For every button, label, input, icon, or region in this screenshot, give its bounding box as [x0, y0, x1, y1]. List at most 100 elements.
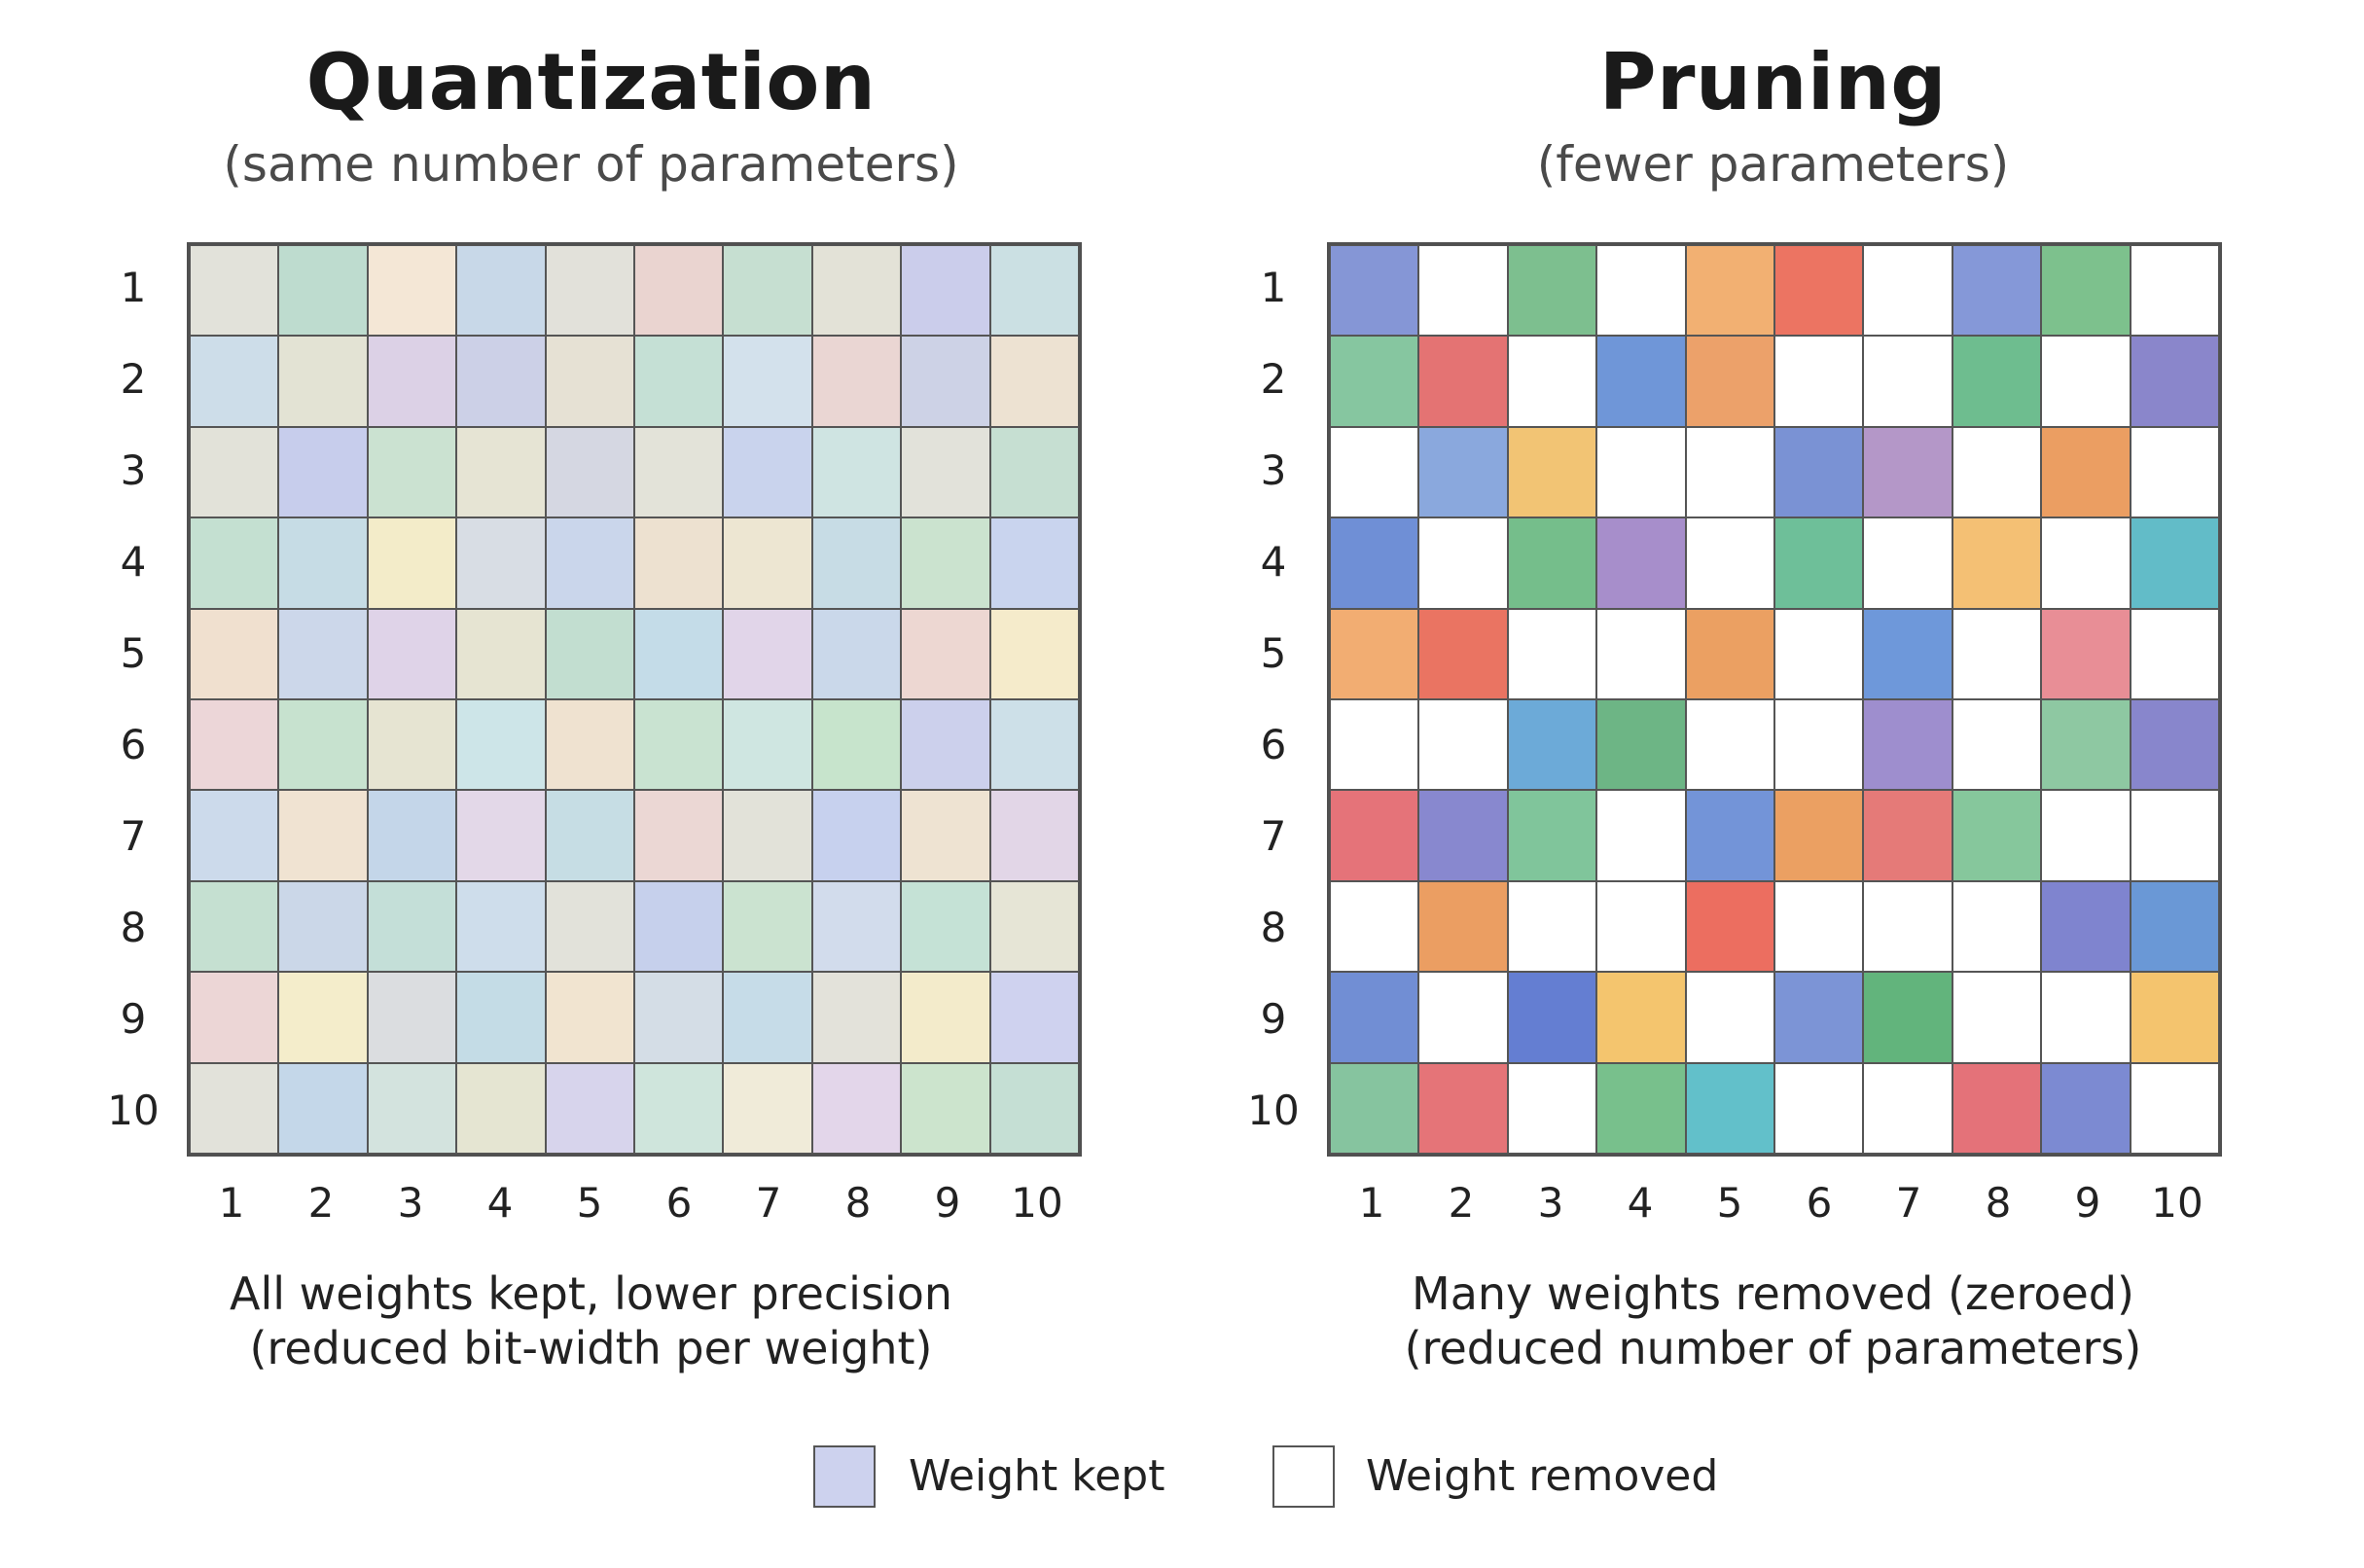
- quantization-weight-cell-r10-c2: [278, 1062, 368, 1154]
- quantization-weight-cell-r3-c1: [190, 426, 279, 518]
- quantization-column-label: 6: [665, 1179, 693, 1227]
- quantization-weight-cell-r4-c9: [901, 517, 990, 609]
- pruning-row-label: 3: [1260, 446, 1287, 494]
- quantization-weight-cell-r8-c1: [190, 880, 279, 973]
- quantization-weight-cell-r7-c4: [456, 790, 546, 881]
- pruning-weight-cell-r4-c7: [1863, 517, 1952, 609]
- pruning-column-label: 7: [1895, 1179, 1922, 1227]
- pruning-weight-cell-r4-c2: [1418, 517, 1508, 609]
- pruning-weight-cell-r7-c4: [1596, 790, 1686, 881]
- quantization-weight-cell-r7-c8: [811, 790, 902, 881]
- pruning-row-label: 5: [1260, 629, 1287, 677]
- pruning-weight-cell-r2-c8: [1952, 336, 2042, 427]
- pruning-weight-cell-r8-c2: [1418, 880, 1508, 973]
- pruning-weight-cell-r9-c4: [1596, 972, 1686, 1063]
- quantization-row-label: 6: [120, 721, 147, 768]
- pruning-column-label: 5: [1716, 1179, 1743, 1227]
- pruning-row-label: 10: [1247, 1087, 1300, 1134]
- quantization-column-label: 7: [755, 1179, 782, 1227]
- pruning-weight-cell-r3-c5: [1685, 426, 1774, 518]
- pruning-weight-cell-r6-c4: [1596, 699, 1686, 791]
- pruning-weight-cell-r7-c2: [1418, 790, 1508, 881]
- quantization-column-label: 2: [307, 1179, 335, 1227]
- quantization-weight-cell-r2-c5: [545, 336, 634, 427]
- quantization-column-label: 8: [844, 1179, 872, 1227]
- quantization-column-label: 1: [218, 1179, 245, 1227]
- pruning-column-label: 4: [1627, 1179, 1654, 1227]
- quantization-weight-cell-r2-c2: [278, 336, 368, 427]
- pruning-caption-line1: Many weights removed (zeroed): [1412, 1267, 2134, 1320]
- quantization-column-label: 9: [934, 1179, 961, 1227]
- pruning-weight-cell-r2-c3: [1507, 336, 1597, 427]
- quantization-weight-cell-r7-c5: [545, 790, 634, 881]
- quantization-weight-cell-r9-c2: [278, 972, 368, 1063]
- pruning-weight-cell-r8-c3: [1507, 880, 1597, 973]
- pruning-weight-cell-r9-c3: [1507, 972, 1597, 1063]
- pruning-weight-cell-r7-c3: [1507, 790, 1597, 881]
- quantization-weight-cell-r8-c4: [456, 880, 546, 973]
- pruning-weight-cell-r1-c1: [1330, 245, 1419, 337]
- pruning-weight-cell-r9-c2: [1418, 972, 1508, 1063]
- quantization-weight-cell-r8-c5: [545, 880, 634, 973]
- pruning-weight-cell-r10-c5: [1685, 1062, 1774, 1154]
- pruning-weight-cell-r3-c9: [2041, 426, 2131, 518]
- pruning-column-label: 10: [2151, 1179, 2203, 1227]
- pruning-weight-cell-r2-c10: [2130, 336, 2219, 427]
- quantization-weight-cell-r7-c1: [190, 790, 279, 881]
- pruning-weight-cell-r4-c5: [1685, 517, 1774, 609]
- quantization-weight-cell-r5-c8: [811, 608, 902, 699]
- pruning-weight-cell-r6-c5: [1685, 699, 1774, 791]
- quantization-weight-cell-r4-c2: [278, 517, 368, 609]
- quantization-weight-cell-r3-c10: [989, 426, 1079, 518]
- quantization-weight-cell-r4-c3: [367, 517, 457, 609]
- quantization-weight-cell-r7-c3: [367, 790, 457, 881]
- pruning-weight-cell-r10-c3: [1507, 1062, 1597, 1154]
- quantization-column-labels: 1 2 3 4 5 6 7 8 9 10: [187, 1179, 1082, 1237]
- pruning-weight-cell-r2-c7: [1863, 336, 1952, 427]
- pruning-weight-cell-r10-c8: [1952, 1062, 2042, 1154]
- quantization-weight-cell-r2-c6: [634, 336, 724, 427]
- quantization-weight-cell-r9-c8: [811, 972, 902, 1063]
- quantization-weight-cell-r5-c6: [634, 608, 724, 699]
- quantization-weight-cell-r5-c9: [901, 608, 990, 699]
- pruning-weight-cell-r10-c10: [2130, 1062, 2219, 1154]
- pruning-weight-cell-r9-c10: [2130, 972, 2219, 1063]
- pruning-weight-cell-r8-c9: [2041, 880, 2131, 973]
- quantization-weight-cell-r9-c1: [190, 972, 279, 1063]
- pruning-row-label: 9: [1260, 995, 1287, 1043]
- quantization-weight-cell-r1-c10: [989, 245, 1079, 337]
- pruning-row-label: 1: [1260, 264, 1287, 311]
- pruning-weight-cell-r1-c4: [1596, 245, 1686, 337]
- quantization-weight-cell-r3-c3: [367, 426, 457, 518]
- pruning-column-label: 9: [2074, 1179, 2101, 1227]
- pruning-weight-cell-r1-c10: [2130, 245, 2219, 337]
- pruning-weight-cell-r4-c1: [1330, 517, 1419, 609]
- quantization-weight-cell-r3-c7: [723, 426, 812, 518]
- pruning-weight-cell-r1-c7: [1863, 245, 1952, 337]
- pruning-weight-cell-r6-c9: [2041, 699, 2131, 791]
- pruning-weight-cell-r5-c2: [1418, 608, 1508, 699]
- pruning-weight-cell-r2-c1: [1330, 336, 1419, 427]
- pruning-weight-cell-r1-c3: [1507, 245, 1597, 337]
- quantization-weight-cell-r10-c6: [634, 1062, 724, 1154]
- quantization-weight-cell-r8-c9: [901, 880, 990, 973]
- quantization-weight-cell-r5-c10: [989, 608, 1079, 699]
- quantization-weight-cell-r10-c3: [367, 1062, 457, 1154]
- quantization-weight-cell-r9-c7: [723, 972, 812, 1063]
- pruning-weight-cell-r10-c6: [1774, 1062, 1864, 1154]
- quantization-weight-cell-r5-c2: [278, 608, 368, 699]
- pruning-column-label: 2: [1448, 1179, 1475, 1227]
- pruning-weight-cell-r7-c7: [1863, 790, 1952, 881]
- pruning-weight-cell-r9-c5: [1685, 972, 1774, 1063]
- pruning-weight-cell-r7-c10: [2130, 790, 2219, 881]
- pruning-row-label: 7: [1260, 812, 1287, 860]
- quantization-title: Quantization: [305, 37, 877, 127]
- pruning-weight-cell-r4-c10: [2130, 517, 2219, 609]
- quantization-weight-cell-r4-c1: [190, 517, 279, 609]
- pruning-weight-cell-r10-c2: [1418, 1062, 1508, 1154]
- quantization-weight-cell-r2-c3: [367, 336, 457, 427]
- pruning-weight-cell-r3-c8: [1952, 426, 2042, 518]
- pruning-weight-cell-r7-c5: [1685, 790, 1774, 881]
- pruning-weight-cell-r4-c9: [2041, 517, 2131, 609]
- pruning-weight-cell-r5-c1: [1330, 608, 1419, 699]
